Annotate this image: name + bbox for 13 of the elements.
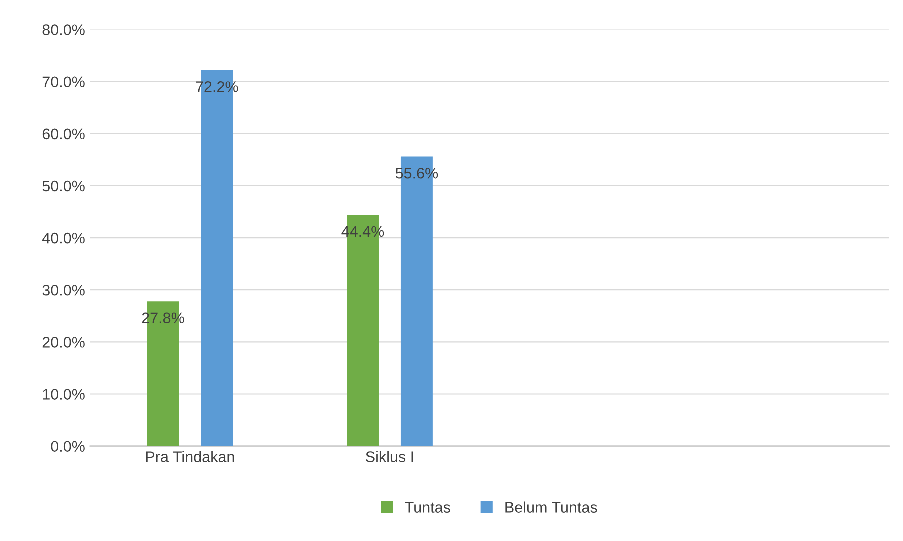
y-tick-label: 70.0%: [42, 76, 85, 88]
y-tick-label: 10.0%: [43, 389, 85, 400]
y-tick-label: 30.0%: [42, 284, 85, 296]
y-tick-label: 60.0%: [42, 128, 85, 140]
legend-label: Tuntas: [405, 502, 450, 513]
x-tick-label: Siklus I: [366, 451, 414, 462]
y-tick-label: 20.0%: [42, 337, 85, 348]
y-tick-label: 80.0%: [42, 24, 85, 36]
y-tick-label: 40.0%: [42, 232, 85, 244]
y-tick-label: 50.0%: [42, 180, 85, 192]
y-tick-label: 0.0%: [51, 441, 85, 452]
legend-label: Belum Tuntas: [506, 502, 598, 513]
x-tick-label: Pra Tindakan: [146, 451, 234, 462]
